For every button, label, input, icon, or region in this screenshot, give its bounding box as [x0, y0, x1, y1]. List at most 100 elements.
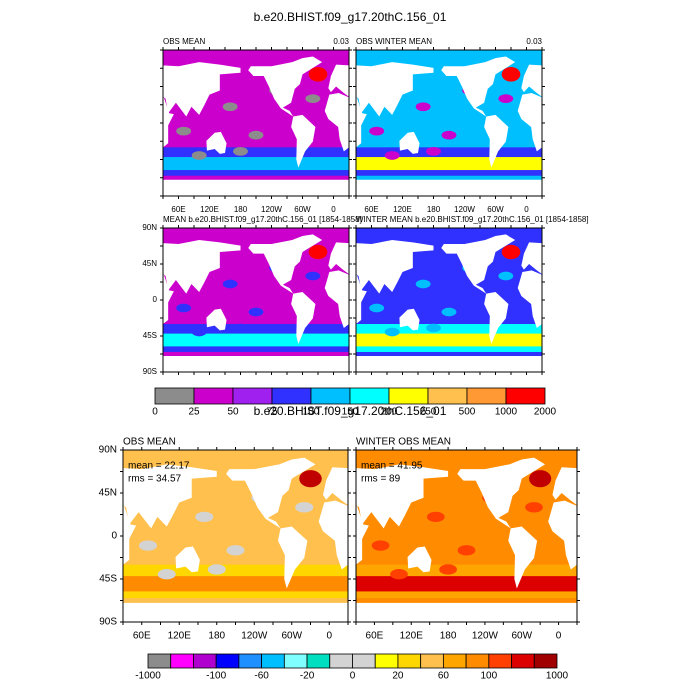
land	[53, 526, 82, 588]
colorbar-box	[352, 653, 376, 669]
land	[356, 274, 367, 324]
lon-label: 0	[326, 631, 332, 642]
land	[441, 234, 516, 294]
panel-stat: rms = 89	[361, 474, 401, 485]
colorbar-box	[420, 653, 444, 669]
panel-label: MEAN b.e20.BHIST.f09_g17.20thC.156_01 [1…	[163, 215, 362, 224]
colorbar-label: 60	[438, 671, 450, 682]
colorbar-box	[349, 387, 390, 405]
land	[517, 92, 542, 152]
colorbar-label: -100	[206, 671, 226, 682]
land	[163, 97, 174, 148]
ocean-patch	[439, 564, 457, 575]
lat-label: 90N	[99, 445, 117, 456]
colorbar-box	[465, 653, 490, 669]
land	[226, 457, 316, 529]
lon-label: 60W	[294, 205, 311, 214]
colorbar-box	[193, 653, 217, 669]
ocean-patch	[233, 323, 248, 333]
lat-label: 0	[111, 531, 117, 542]
land	[457, 457, 546, 529]
lon-label: 120E	[393, 205, 412, 214]
map	[356, 50, 542, 196]
land	[318, 500, 348, 570]
lon-label: 120W	[454, 205, 475, 214]
land	[517, 270, 542, 328]
land	[399, 131, 420, 154]
land	[0, 356, 163, 372]
land	[163, 356, 349, 372]
ocean-patch	[415, 102, 431, 112]
colorbar-box	[329, 653, 353, 669]
map	[356, 228, 542, 372]
lon-label: 180	[234, 205, 248, 214]
panel-corner: 0.03	[333, 37, 349, 46]
ocean-patch	[525, 502, 543, 513]
ocean-patch	[248, 130, 264, 140]
land	[105, 115, 129, 168]
colorbar-label: 100	[303, 407, 320, 418]
colorbar-box	[215, 653, 240, 669]
panel-label: WINTER OBS MEAN	[356, 437, 451, 448]
land	[163, 62, 241, 117]
lat-label: 90S	[143, 367, 157, 376]
panel-label: OBS MEAN	[123, 437, 176, 448]
ocean-band	[356, 576, 577, 592]
land	[323, 467, 348, 506]
ocean-patch	[305, 271, 321, 281]
land	[521, 64, 542, 97]
ocean-patch	[415, 279, 431, 289]
land	[62, 234, 136, 293]
lon-label: 0	[331, 205, 336, 214]
lon-label: 120E	[400, 631, 424, 642]
map	[356, 450, 577, 622]
land	[291, 292, 316, 344]
colorbar-label: 1000	[495, 407, 518, 418]
ocean-patch	[248, 307, 264, 317]
land	[356, 464, 449, 529]
land	[105, 292, 129, 344]
land	[20, 132, 40, 154]
ocean-patch	[305, 94, 321, 104]
ocean-patch	[191, 327, 207, 337]
land	[356, 240, 434, 294]
panel-label: OBS WINTER MEAN	[356, 37, 432, 46]
ocean-band	[356, 157, 542, 171]
lon-label: 120E	[200, 205, 219, 214]
ocean-patch	[207, 564, 226, 575]
land	[356, 505, 369, 565]
lon-label: 60E	[133, 631, 151, 642]
lat-label: 0	[153, 295, 158, 304]
lat-label: 45S	[143, 331, 157, 340]
land	[356, 602, 577, 622]
ocean-patch	[426, 323, 441, 333]
colorbar-box	[271, 387, 312, 405]
ocean-patch	[369, 303, 385, 313]
ocean-patch	[176, 303, 192, 313]
panel-stat: rms = 34.57	[128, 474, 182, 485]
colorbar-box	[488, 653, 512, 669]
land	[356, 62, 434, 117]
colorbar-label: -1000	[135, 671, 161, 682]
figure-subtitle: b.e20.BHIST.f09_g17.20thC.156_01	[254, 404, 447, 418]
colorbar-box	[388, 387, 429, 405]
ocean-patch	[308, 67, 328, 82]
land	[291, 114, 316, 168]
lon-label: 60W	[511, 631, 532, 642]
colorbar-label: 0	[152, 407, 158, 418]
ocean-patch	[384, 327, 400, 337]
colorbar-label: 20	[392, 671, 404, 682]
lon-label: 180	[208, 631, 225, 642]
colorbar-box	[505, 387, 546, 405]
colorbar-box	[238, 653, 263, 669]
ocean-patch	[191, 151, 207, 160]
colorbar-box	[374, 653, 399, 669]
map	[20, 50, 349, 196]
land	[206, 308, 227, 331]
lon-label: 180	[427, 205, 441, 214]
colorbar-box	[154, 387, 195, 405]
land	[248, 234, 323, 294]
panel-corner: 0.03	[526, 37, 542, 46]
land	[206, 131, 227, 154]
ocean-patch	[457, 545, 476, 556]
